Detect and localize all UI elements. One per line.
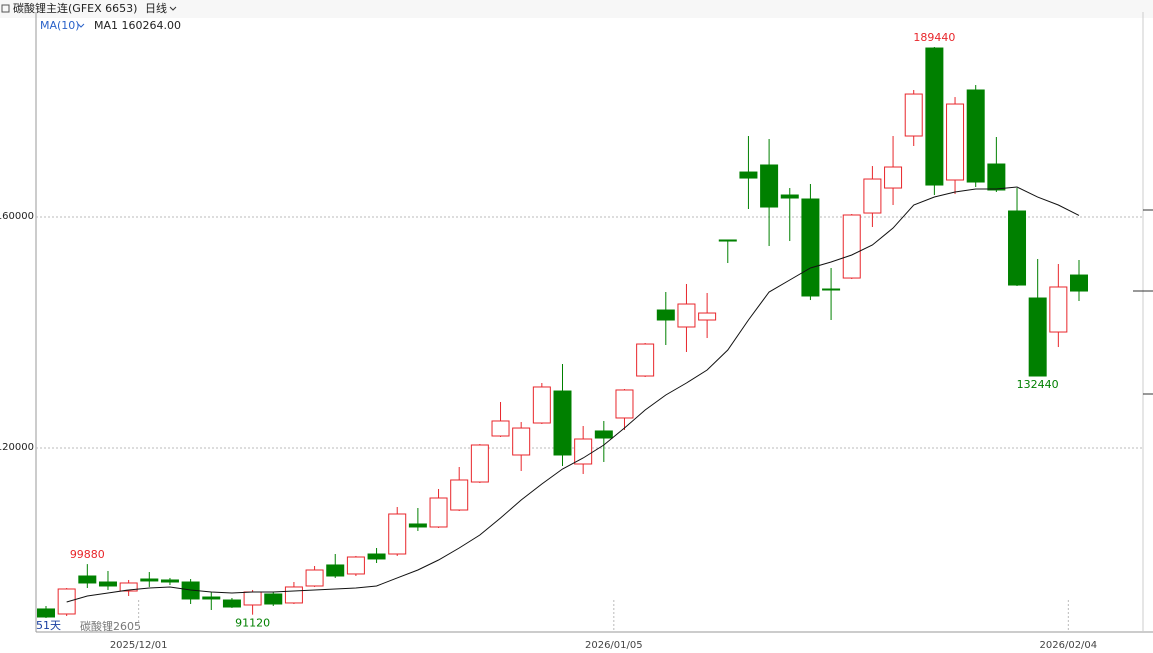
candle-body [1049,286,1068,333]
count-label: 51天 [36,619,61,632]
y-tick-label: 160000 [0,211,34,222]
candle-body [987,163,1006,191]
candle-body [37,608,55,618]
candle-body [1008,210,1027,286]
candle-body [140,578,159,582]
candle-body [367,553,386,560]
candle-body [284,586,303,604]
candle-body [780,194,799,199]
candle-body [491,420,510,437]
candle-body [636,343,655,377]
candle-body [801,198,820,297]
extreme-label: 132440 [1017,378,1059,391]
extreme-label: 99880 [70,548,105,561]
candle-body [429,497,448,528]
header-bar [0,0,1153,18]
candle-body [553,390,572,456]
x-tick-label: 2026/02/04 [1040,640,1098,651]
candle-body [264,593,283,605]
candle-body [222,599,241,608]
extreme-label: 189440 [913,31,955,44]
candle-body [925,47,944,186]
candle-body [594,430,613,439]
ma-value: MA1 160264.00 [94,19,181,32]
ma-line [66,186,1080,603]
candle-body [326,564,345,577]
candle-body [966,89,985,183]
icon [1,4,10,13]
candle-body [470,444,489,483]
candle-body [946,103,965,181]
candle-body [884,166,903,189]
candle-body [698,312,717,321]
candle-body [512,427,531,456]
candle-body [450,479,469,511]
candle-body [388,513,407,555]
candle-body [305,569,324,587]
candle-body [78,575,97,584]
candle-body [243,591,262,606]
candle-body [863,178,882,214]
candle-body [1070,274,1088,292]
period[interactable]: 日线 [145,1,167,15]
y-tick-label: 120000 [0,442,34,453]
candle-body [160,579,179,583]
candle-body [202,596,221,600]
candle-body [119,582,138,592]
chart-title: 碳酸锂主连(GFEX 6653) [13,1,137,15]
contract-label: 碳酸锂2605 [80,619,141,633]
extreme-label: 91120 [235,617,270,630]
candle-body [842,214,861,279]
ma-selector[interactable]: MA(10) [40,19,80,32]
dropdown-icon[interactable] [169,6,177,11]
candle-body [615,389,634,419]
candle-body [574,438,593,465]
candle-body [739,171,758,179]
candle-body [822,288,841,291]
candle-body [98,581,117,587]
candle-body [760,164,779,208]
candle-body [904,93,923,137]
candle-body [677,303,696,328]
candle-body [718,239,737,242]
x-tick-label: 2026/01/05 [585,640,643,651]
candle-body [656,309,675,321]
x-tick-label: 2025/12/01 [110,640,168,651]
candle-body [532,386,551,424]
candle-body [346,556,365,575]
candle-body [408,523,427,528]
candle-body [1028,297,1047,377]
dropdown-icon[interactable] [77,23,85,28]
